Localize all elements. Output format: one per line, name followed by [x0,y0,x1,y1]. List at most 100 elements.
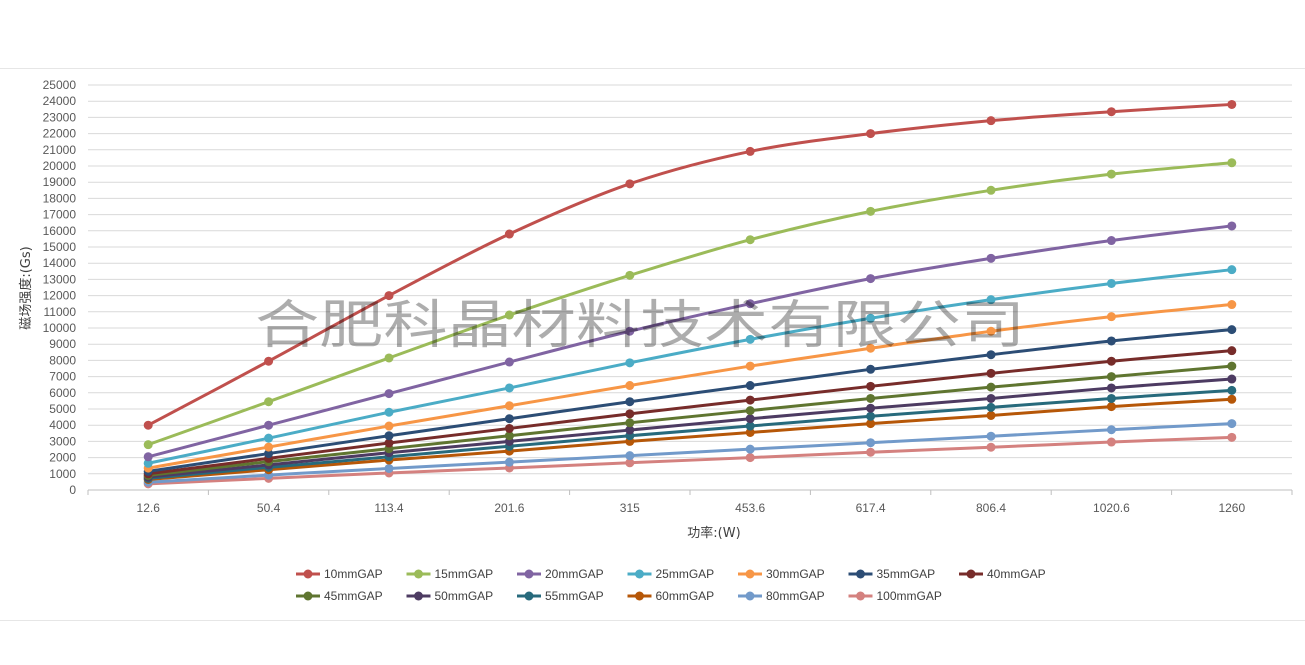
data-point [745,299,755,309]
data-point [1106,169,1116,179]
data-point [384,463,394,473]
legend-item: 40mmGAP [959,567,1046,581]
data-point [745,427,755,437]
bottom-divider [0,620,1305,621]
y-tick-label: 22000 [43,127,77,141]
y-tick-label: 16000 [43,224,77,238]
series-line [146,328,1234,473]
series-line [146,397,1234,481]
y-tick-label: 20000 [43,159,77,173]
data-point [143,420,153,430]
data-point [866,206,876,216]
legend-label: 25mmGAP [656,567,715,581]
data-point [504,383,514,393]
legend-swatch-marker [745,569,755,579]
legend-label: 80mmGAP [766,589,825,603]
y-tick-label: 14000 [43,256,77,270]
y-tick-label: 2000 [49,451,76,465]
data-point [1227,99,1237,109]
data-point [866,364,876,374]
data-point [1106,393,1116,403]
data-point [986,393,996,403]
y-tick-label: 0 [69,483,76,497]
data-point [1106,402,1116,412]
legend-item: 60mmGAP [627,589,715,603]
series-55mmGAP [143,385,1237,483]
data-point [1227,325,1237,335]
data-point [143,452,153,462]
y-tick-label: 10000 [43,321,77,335]
legend-label: 35mmGAP [877,567,936,581]
series-line [146,102,1234,427]
series-lines [143,99,1237,489]
legend-swatch-marker [524,569,534,579]
x-tick-label: 201.6 [494,501,524,515]
legend-swatch-marker [635,591,644,601]
legend-swatch-marker [856,569,865,579]
data-point [1106,336,1116,346]
data-point [745,381,755,391]
x-tick-label: 12.6 [137,501,161,515]
data-point [986,442,996,452]
data-point [1227,419,1237,429]
series-45mmGAP [143,361,1237,480]
data-point [625,270,635,280]
legend-item: 50mmGAP [406,589,493,603]
data-point [986,326,996,336]
legend-label: 60mmGAP [656,589,715,603]
legend-label: 40mmGAP [987,567,1046,581]
series-line [146,349,1234,476]
legend-swatch-marker [414,569,423,579]
data-point [384,421,394,431]
data-point [745,453,755,463]
data-point [264,433,274,443]
data-point [625,451,635,461]
data-point [986,382,996,392]
series-30mmGAP [143,300,1237,473]
x-tick-label: 1020.6 [1093,501,1130,515]
data-point [745,395,755,405]
data-point [1227,374,1237,384]
series-20mmGAP [143,221,1237,462]
data-point [1106,236,1116,246]
data-point [625,409,635,419]
y-tick-label: 7000 [49,370,76,384]
data-point [986,253,996,263]
data-point [1106,437,1116,447]
data-point [625,397,635,407]
y-tick-label: 5000 [49,402,76,416]
data-point [504,401,514,411]
x-tick-label: 453.6 [735,501,765,515]
x-tick-label: 113.4 [374,501,403,515]
legend-swatch-marker [303,591,313,601]
y-tick-label: 21000 [43,143,77,157]
y-tick-label: 12000 [43,289,77,303]
series-line [146,161,1234,447]
legend-label: 20mmGAP [545,567,604,581]
series-line [146,435,1234,486]
data-point [625,179,635,189]
data-point [1227,346,1237,356]
data-point [866,313,876,323]
data-point [143,458,153,468]
x-tick-label: 315 [620,501,640,515]
data-point [866,411,876,421]
series-line [146,303,1234,470]
data-point [1106,107,1116,117]
series-35mmGAP [143,325,1237,476]
data-point [625,326,635,336]
y-axis-title: 磁场强度:(Gs) [18,246,34,329]
data-point [625,458,635,468]
data-point [504,310,514,320]
data-point [866,419,876,429]
data-point [1106,278,1116,288]
legend-swatch-marker [966,569,976,579]
data-point [625,381,635,391]
data-point [866,343,876,353]
data-point [384,353,394,363]
data-point [986,295,996,305]
legend-item: 55mmGAP [517,589,604,603]
data-point [143,440,153,450]
data-point [986,116,996,126]
data-point [264,397,274,407]
